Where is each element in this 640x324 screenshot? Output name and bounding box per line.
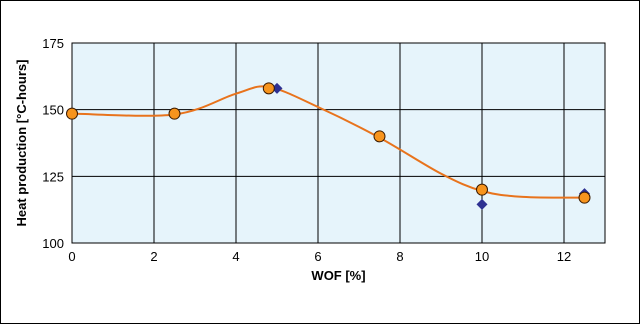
circle-point bbox=[578, 191, 591, 204]
x-tick-label: 0 bbox=[68, 249, 75, 264]
trend-line-group bbox=[71, 85, 585, 199]
circle-point bbox=[66, 107, 78, 120]
x-tick-label: 6 bbox=[314, 249, 321, 264]
plot-background bbox=[71, 42, 606, 244]
markers bbox=[66, 82, 591, 210]
y-tick-label: 100 bbox=[42, 236, 64, 251]
circle-point bbox=[476, 183, 488, 196]
y-axis-title: Heat production [°C-hours] bbox=[14, 60, 29, 227]
plot-area bbox=[71, 42, 606, 244]
circle-point bbox=[168, 107, 181, 120]
x-tick-label: 12 bbox=[557, 249, 571, 264]
x-axis-title: WOF [%] bbox=[311, 268, 365, 283]
x-tick-label: 4 bbox=[232, 249, 239, 264]
circle-point bbox=[262, 82, 275, 95]
y-tick-label: 175 bbox=[42, 36, 64, 51]
tick-labels: 0 2 4 6 8 10 12 100 125 150 175 bbox=[42, 36, 571, 264]
x-tick-label: 2 bbox=[150, 249, 157, 264]
y-tick-label: 125 bbox=[42, 169, 64, 184]
trend-line bbox=[71, 85, 585, 199]
diamond-point bbox=[476, 198, 488, 210]
grid bbox=[72, 43, 605, 243]
x-tick-label: 10 bbox=[475, 249, 489, 264]
diamond-point bbox=[271, 82, 283, 94]
x-tick-label: 8 bbox=[396, 249, 403, 264]
circle-point bbox=[373, 130, 386, 143]
y-tick-label: 150 bbox=[42, 103, 64, 118]
